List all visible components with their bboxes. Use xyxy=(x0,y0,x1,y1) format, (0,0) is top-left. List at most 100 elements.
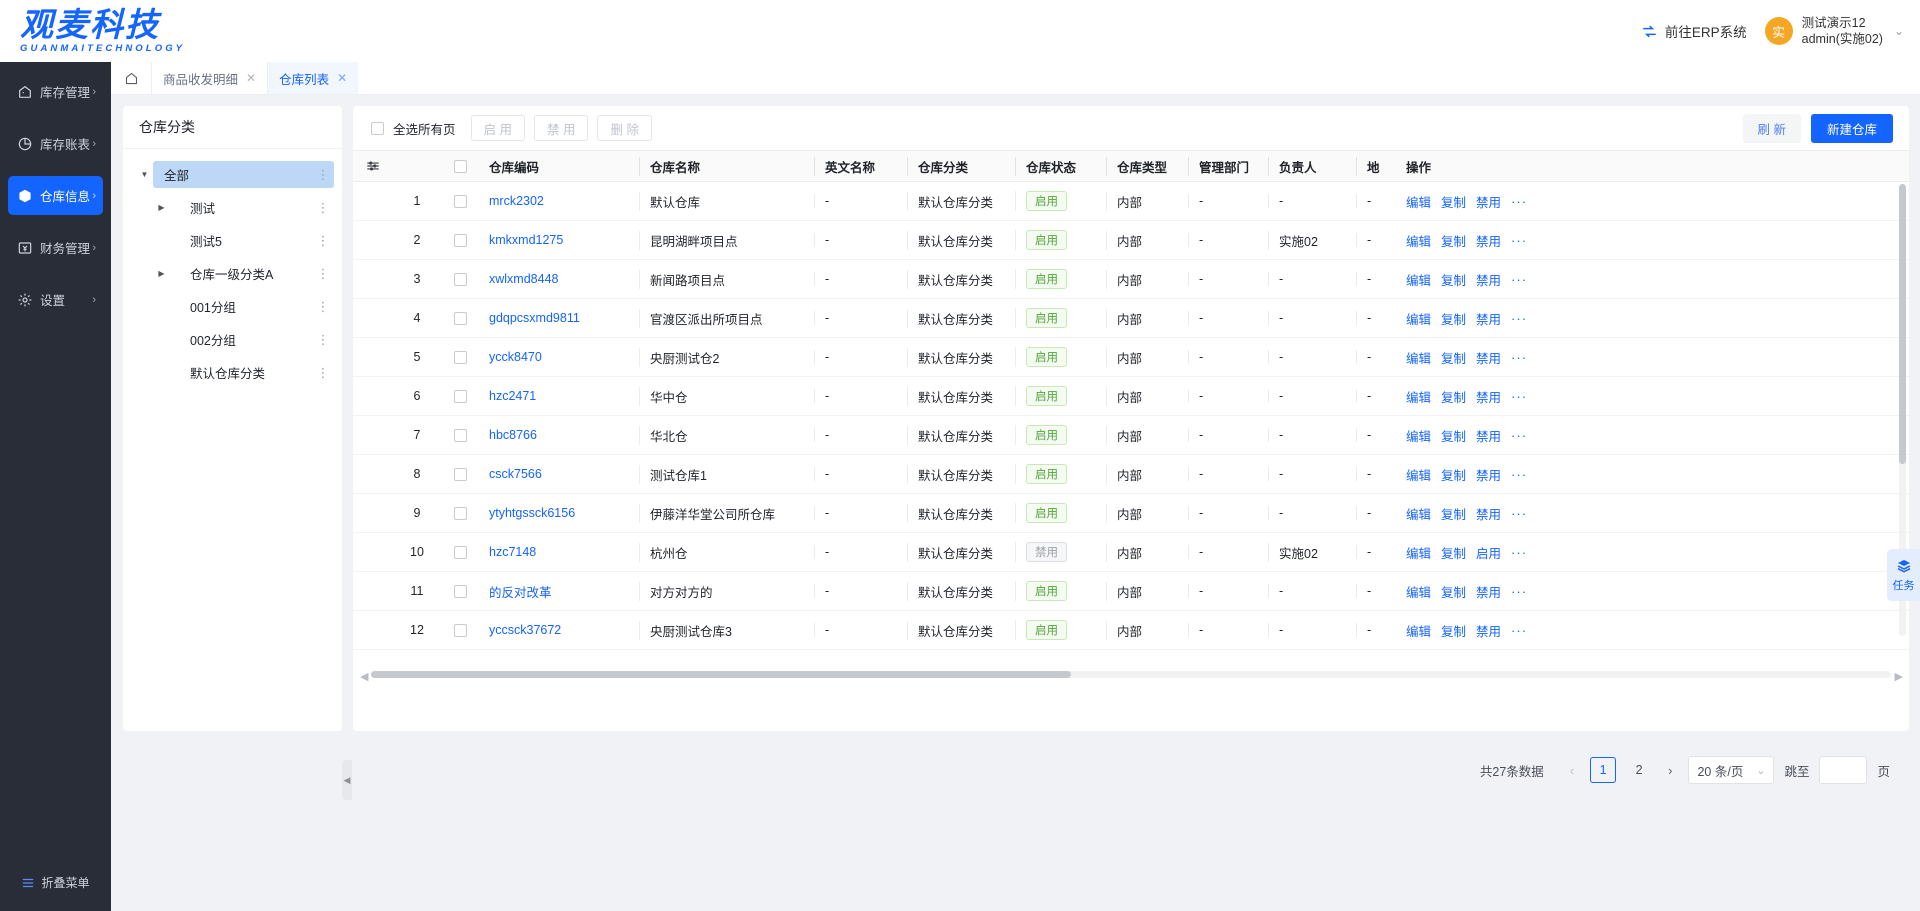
warehouse-code-link[interactable]: ycck8470 xyxy=(489,350,542,364)
row-more-actions-button[interactable]: ··· xyxy=(1511,622,1528,638)
checkbox-box[interactable] xyxy=(453,159,467,173)
row-edit-link[interactable]: 编辑 xyxy=(1406,585,1432,600)
scroll-left-icon[interactable]: ◀ xyxy=(360,671,369,683)
category-item-default[interactable]: 默认仓库分类 ⋮ xyxy=(153,359,334,386)
warehouse-code-link[interactable]: ytyhtgssck6156 xyxy=(489,506,576,520)
row-copy-link[interactable]: 复制 xyxy=(1441,468,1467,483)
row-more-actions-button[interactable]: ··· xyxy=(1511,427,1528,443)
row-copy-link[interactable]: 复制 xyxy=(1441,624,1467,639)
row-checkbox[interactable] xyxy=(453,311,467,325)
row-checkbox[interactable] xyxy=(453,350,467,364)
sidebar-item-inventory-management[interactable]: 库存管理 › xyxy=(8,72,103,111)
row-checkbox[interactable] xyxy=(453,545,467,559)
row-edit-link[interactable]: 编辑 xyxy=(1406,624,1432,639)
collapse-menu-button[interactable]: 折叠菜单 xyxy=(0,874,111,891)
category-item-menu[interactable]: ⋮ xyxy=(316,365,330,380)
row-more-actions-button[interactable]: ··· xyxy=(1511,388,1528,404)
row-more-actions-button[interactable]: ··· xyxy=(1511,583,1528,599)
row-checkbox[interactable] xyxy=(453,389,467,403)
row-more-actions-button[interactable]: ··· xyxy=(1511,544,1528,560)
row-checkbox-cell[interactable] xyxy=(441,467,479,481)
row-edit-link[interactable]: 编辑 xyxy=(1406,429,1432,444)
tab-warehouse-list[interactable]: 仓库列表 ✕ xyxy=(267,62,359,94)
row-checkbox[interactable] xyxy=(453,623,467,637)
row-checkbox-cell[interactable] xyxy=(441,584,479,598)
row-edit-link[interactable]: 编辑 xyxy=(1406,195,1432,210)
category-item-menu[interactable]: ⋮ xyxy=(316,233,330,248)
home-tab-button[interactable] xyxy=(111,62,151,94)
close-icon[interactable]: ✕ xyxy=(246,71,257,85)
warehouse-code-link[interactable]: 的反对改革 xyxy=(489,585,552,600)
category-item-all[interactable]: ▼ 全部 ⋮ xyxy=(141,161,334,188)
category-item-group-002[interactable]: 002分组 ⋮ xyxy=(153,326,334,353)
category-item-menu[interactable]: ⋮ xyxy=(316,299,330,314)
user-menu[interactable]: 实 测试演示12 admin(实施02) ⌄ xyxy=(1764,15,1904,47)
row-more-actions-button[interactable]: ··· xyxy=(1511,349,1528,365)
category-item-menu[interactable]: ⋮ xyxy=(316,167,330,182)
row-toggle-status-link[interactable]: 禁用 xyxy=(1476,429,1502,444)
warehouse-code-link[interactable]: mrck2302 xyxy=(489,194,544,208)
row-toggle-status-link[interactable]: 禁用 xyxy=(1476,507,1502,522)
row-more-actions-button[interactable]: ··· xyxy=(1511,193,1528,209)
row-toggle-status-link[interactable]: 禁用 xyxy=(1476,234,1502,249)
row-edit-link[interactable]: 编辑 xyxy=(1406,234,1432,249)
pagination-page-2[interactable]: 2 xyxy=(1635,763,1643,777)
row-more-actions-button[interactable]: ··· xyxy=(1511,232,1528,248)
category-item-level-a[interactable]: ▶ 仓库一级分类A ⋮ xyxy=(153,260,334,287)
row-edit-link[interactable]: 编辑 xyxy=(1406,273,1432,288)
row-copy-link[interactable]: 复制 xyxy=(1441,546,1467,561)
warehouse-code-link[interactable]: hbc8766 xyxy=(489,428,537,442)
row-more-actions-button[interactable]: ··· xyxy=(1511,310,1528,326)
row-toggle-status-link[interactable]: 禁用 xyxy=(1476,195,1502,210)
row-checkbox-cell[interactable] xyxy=(441,272,479,286)
caret-down-icon[interactable]: ▼ xyxy=(140,170,149,179)
category-item-test5[interactable]: 测试5 ⋮ xyxy=(153,227,334,254)
caret-right-icon[interactable]: ▶ xyxy=(158,203,165,212)
row-edit-link[interactable]: 编辑 xyxy=(1406,546,1432,561)
warehouse-code-link[interactable]: kmkxmd1275 xyxy=(489,233,564,247)
batch-enable-button[interactable]: 启 用 xyxy=(470,115,525,141)
row-edit-link[interactable]: 编辑 xyxy=(1406,351,1432,366)
row-checkbox-cell[interactable] xyxy=(441,506,479,520)
row-toggle-status-link[interactable]: 禁用 xyxy=(1476,390,1502,405)
row-checkbox[interactable] xyxy=(453,584,467,598)
select-all-pages-checkbox[interactable] xyxy=(371,121,384,135)
warehouse-code-link[interactable]: yccsck37672 xyxy=(489,623,562,637)
row-checkbox[interactable] xyxy=(453,428,467,442)
goto-erp-button[interactable]: 前往ERP系统 xyxy=(1641,21,1747,41)
warehouse-code-link[interactable]: hzc2471 xyxy=(489,389,537,403)
pagination-prev-button[interactable]: ‹ xyxy=(1569,762,1575,778)
category-item-menu[interactable]: ⋮ xyxy=(316,200,330,215)
vertical-scroll-thumb[interactable] xyxy=(1899,184,1906,464)
warehouse-code-link[interactable]: hzc7148 xyxy=(489,545,537,559)
close-icon[interactable]: ✕ xyxy=(337,71,348,85)
row-checkbox[interactable] xyxy=(453,194,467,208)
header-select-all-checkbox[interactable] xyxy=(441,159,479,173)
row-toggle-status-link[interactable]: 禁用 xyxy=(1476,585,1502,600)
pagination-next-button[interactable]: › xyxy=(1668,762,1673,778)
row-more-actions-button[interactable]: ··· xyxy=(1511,466,1528,482)
table-vertical-scrollbar[interactable] xyxy=(1899,184,1906,636)
batch-disable-button[interactable]: 禁 用 xyxy=(534,115,589,141)
sidebar-item-settings[interactable]: 设置 › xyxy=(8,280,103,319)
row-copy-link[interactable]: 复制 xyxy=(1441,234,1467,249)
warehouse-code-link[interactable]: gdqpcsxmd9811 xyxy=(489,311,580,325)
row-copy-link[interactable]: 复制 xyxy=(1441,390,1467,405)
category-item-test[interactable]: ▶ 测试 ⋮ xyxy=(153,194,334,221)
horizontal-scroll-thumb[interactable] xyxy=(371,671,1071,678)
column-settings-button[interactable] xyxy=(353,159,393,173)
caret-right-icon[interactable]: ▶ xyxy=(158,269,165,278)
row-checkbox-cell[interactable] xyxy=(441,389,479,403)
row-copy-link[interactable]: 复制 xyxy=(1441,273,1467,288)
row-checkbox-cell[interactable] xyxy=(441,311,479,325)
row-more-actions-button[interactable]: ··· xyxy=(1511,505,1528,521)
table-horizontal-scrollbar[interactable] xyxy=(371,671,1891,678)
category-item-menu[interactable]: ⋮ xyxy=(316,266,330,281)
panel-collapse-handle[interactable]: ◀ xyxy=(342,760,352,800)
row-toggle-status-link[interactable]: 启用 xyxy=(1476,546,1502,561)
row-edit-link[interactable]: 编辑 xyxy=(1406,312,1432,327)
jump-page-input[interactable] xyxy=(1819,756,1868,784)
row-checkbox-cell[interactable] xyxy=(441,233,479,247)
warehouse-code-link[interactable]: xwlxmd8448 xyxy=(489,272,559,286)
task-floating-button[interactable]: 任务 xyxy=(1887,549,1920,601)
